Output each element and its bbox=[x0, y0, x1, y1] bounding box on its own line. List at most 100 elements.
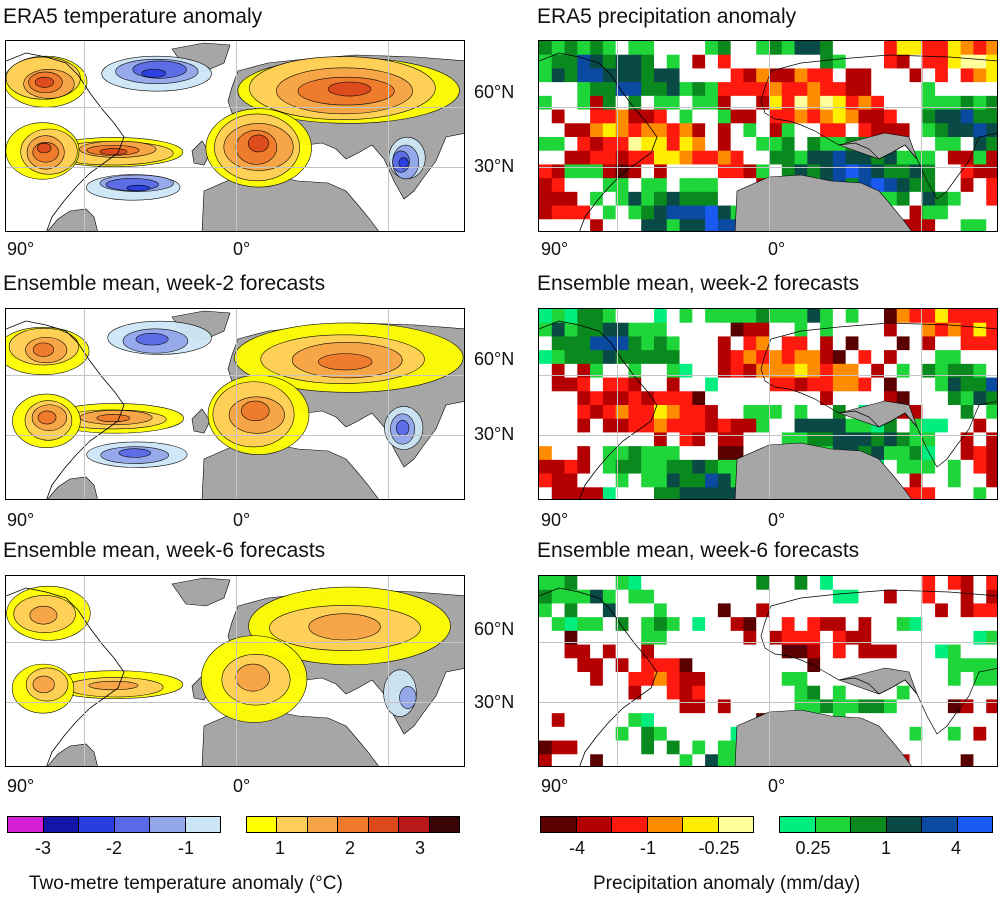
precip-cell bbox=[654, 54, 668, 70]
precip-cell bbox=[577, 41, 591, 56]
precip-panel-title-era5: ERA5 precipitation anomaly bbox=[537, 5, 797, 28]
precip-cell bbox=[564, 446, 578, 461]
precip-cell bbox=[884, 617, 898, 632]
precip-cell bbox=[960, 446, 975, 461]
precip-cell bbox=[577, 178, 591, 193]
precip-cell bbox=[539, 377, 553, 392]
precip-cell bbox=[730, 630, 745, 646]
precip-cell bbox=[692, 178, 706, 193]
precip-cell bbox=[692, 603, 706, 618]
precip-cell bbox=[615, 473, 630, 488]
precip-cell bbox=[564, 473, 578, 488]
precip-cell bbox=[781, 350, 796, 365]
precip-cell bbox=[781, 309, 796, 324]
precip-cell bbox=[564, 309, 578, 324]
precip-cell bbox=[730, 713, 745, 728]
precip-cell bbox=[845, 576, 860, 591]
precip-cell bbox=[947, 644, 962, 659]
precip-colorbar-dry bbox=[540, 816, 754, 833]
precip-cell bbox=[858, 54, 872, 70]
precip-cell bbox=[820, 336, 834, 351]
precip-cell bbox=[909, 432, 923, 447]
precip-cell bbox=[717, 68, 732, 83]
precip-cell bbox=[807, 95, 821, 111]
precip-cell bbox=[858, 336, 872, 351]
precip-cell bbox=[641, 726, 655, 742]
precip-cell bbox=[666, 82, 681, 97]
precip-cell bbox=[628, 219, 642, 231]
precip-cell bbox=[986, 754, 997, 766]
precip-cell bbox=[654, 459, 668, 475]
precip-cell bbox=[935, 617, 949, 632]
precip-cell bbox=[935, 150, 949, 166]
precip-cell bbox=[935, 432, 949, 447]
precip-cell bbox=[947, 418, 962, 434]
precip-cell bbox=[551, 726, 566, 742]
precip-cell bbox=[641, 391, 655, 406]
precip-cell bbox=[986, 219, 997, 231]
precip-cell bbox=[730, 309, 745, 324]
warm-anomaly-contour bbox=[32, 342, 55, 357]
precip-cell bbox=[679, 41, 693, 56]
precip-cell bbox=[577, 164, 591, 179]
precip-cell bbox=[590, 487, 604, 499]
precip-cb-label-1: 1 bbox=[880, 838, 892, 858]
precip-cell bbox=[960, 644, 975, 659]
precip-cell bbox=[832, 95, 847, 111]
precip-cell bbox=[641, 603, 655, 618]
precip-cell bbox=[858, 644, 872, 659]
precip-cell bbox=[628, 740, 642, 755]
precip-cell bbox=[769, 672, 783, 687]
precip-cell bbox=[947, 740, 962, 755]
precip-cell bbox=[666, 391, 681, 406]
precip-cell bbox=[743, 336, 757, 351]
warm-anomaly-contour bbox=[99, 148, 128, 155]
precip-cell bbox=[858, 41, 872, 56]
precip-cell bbox=[564, 713, 578, 728]
precip-cell bbox=[551, 164, 566, 179]
precip-cell bbox=[692, 68, 706, 83]
precip-cell bbox=[973, 644, 987, 659]
precip-cell bbox=[807, 137, 821, 152]
precip-cell bbox=[551, 178, 566, 193]
precip-cell bbox=[871, 603, 885, 618]
precip-cell bbox=[743, 672, 757, 687]
precip-cell bbox=[794, 363, 808, 379]
precip-cell bbox=[679, 685, 693, 701]
precip-cell bbox=[909, 164, 923, 179]
precip-cell bbox=[590, 191, 604, 207]
precip-cell bbox=[743, 150, 757, 166]
precip-cell bbox=[986, 191, 997, 207]
precip-cell bbox=[679, 446, 693, 461]
precip-cell bbox=[947, 363, 962, 379]
precip-cell bbox=[922, 377, 936, 392]
precip-cell bbox=[692, 377, 706, 392]
precip-cell bbox=[654, 644, 668, 659]
precip-cell bbox=[820, 617, 834, 632]
precip-cell bbox=[947, 377, 962, 392]
precip-cell bbox=[807, 685, 821, 701]
precip-cell bbox=[820, 405, 834, 420]
precip-cell bbox=[794, 309, 808, 324]
precip-cell bbox=[922, 432, 936, 447]
lon-label-90-temp-row2: 90° bbox=[7, 510, 35, 530]
precip-cell bbox=[666, 589, 681, 605]
precip-cell bbox=[654, 473, 668, 488]
colorbar-swatch-1 bbox=[42, 817, 78, 832]
precip-cell bbox=[628, 205, 642, 220]
precip-cell bbox=[641, 685, 655, 701]
precip-cell bbox=[666, 205, 681, 220]
lon-label-90-temp-row1: 90° bbox=[7, 239, 35, 259]
precip-cell bbox=[781, 617, 796, 632]
precip-cell bbox=[896, 363, 911, 379]
precip-cell bbox=[896, 68, 911, 83]
precip-cell bbox=[896, 336, 911, 351]
precip-cell bbox=[986, 205, 997, 220]
precip-cell bbox=[922, 589, 936, 605]
precip-cell bbox=[896, 617, 911, 632]
precip-cell bbox=[781, 336, 796, 351]
precip-cell bbox=[692, 658, 706, 673]
precip-cell bbox=[909, 446, 923, 461]
precip-cell bbox=[960, 459, 975, 475]
precip-cell bbox=[794, 630, 808, 646]
